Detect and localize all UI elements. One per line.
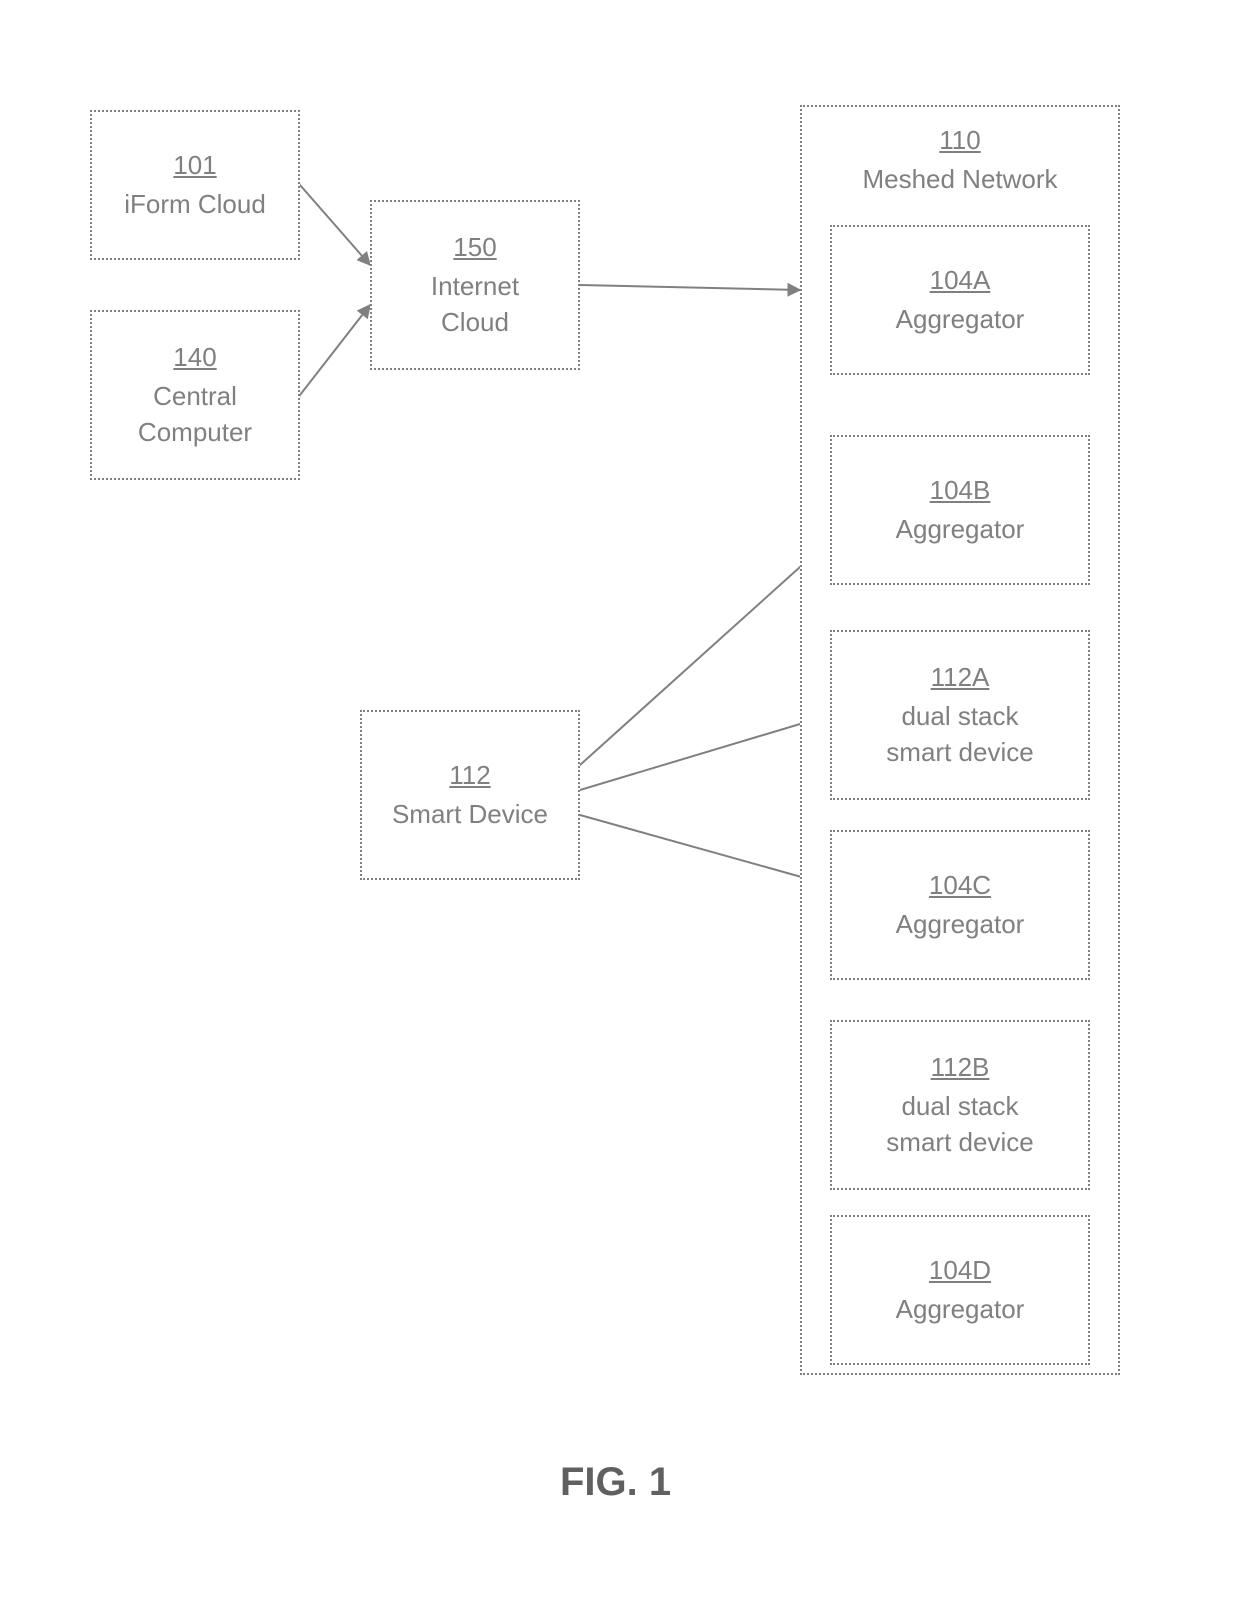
meshed-network-title: 110 Meshed Network bbox=[802, 123, 1118, 197]
figure-label: FIG. 1 bbox=[560, 1460, 671, 1505]
node-ref: 112 bbox=[449, 758, 490, 793]
node-label: dual stacksmart device bbox=[886, 699, 1033, 769]
node-label: dual stacksmart device bbox=[886, 1089, 1033, 1159]
node-label: Aggregator bbox=[896, 907, 1025, 942]
node-ref: 112A bbox=[931, 660, 990, 695]
node-ref: 140 bbox=[173, 340, 216, 375]
node-central-computer: 140 CentralComputer bbox=[90, 310, 300, 480]
node-aggregator-c: 104C Aggregator bbox=[830, 830, 1090, 980]
node-label: Aggregator bbox=[896, 512, 1025, 547]
edge bbox=[580, 540, 830, 765]
edge bbox=[300, 305, 370, 395]
node-label: InternetCloud bbox=[431, 269, 519, 339]
node-iform-cloud: 101 iForm Cloud bbox=[90, 110, 300, 260]
node-label: Meshed Network bbox=[862, 164, 1057, 194]
node-dual-stack-a: 112A dual stacksmart device bbox=[830, 630, 1090, 800]
edge bbox=[300, 185, 370, 265]
node-ref: 110 bbox=[802, 123, 1118, 158]
edge bbox=[580, 815, 830, 885]
node-aggregator-d: 104D Aggregator bbox=[830, 1215, 1090, 1365]
node-label: CentralComputer bbox=[138, 379, 252, 449]
edge bbox=[580, 715, 830, 790]
node-label: Aggregator bbox=[896, 1292, 1025, 1327]
node-ref: 112B bbox=[931, 1050, 990, 1085]
node-aggregator-b: 104B Aggregator bbox=[830, 435, 1090, 585]
diagram-container: 101 iForm Cloud 140 CentralComputer 150 … bbox=[0, 0, 1240, 1609]
node-label: Smart Device bbox=[392, 797, 548, 832]
node-internet-cloud: 150 InternetCloud bbox=[370, 200, 580, 370]
node-aggregator-a: 104A Aggregator bbox=[830, 225, 1090, 375]
node-dual-stack-b: 112B dual stacksmart device bbox=[830, 1020, 1090, 1190]
edge bbox=[580, 285, 800, 290]
node-ref: 104A bbox=[930, 263, 991, 298]
node-label: Aggregator bbox=[896, 302, 1025, 337]
node-ref: 104B bbox=[930, 473, 991, 508]
node-ref: 104C bbox=[929, 868, 991, 903]
node-smart-device: 112 Smart Device bbox=[360, 710, 580, 880]
node-ref: 104D bbox=[929, 1253, 991, 1288]
node-ref: 101 bbox=[173, 148, 216, 183]
node-ref: 150 bbox=[453, 230, 496, 265]
node-label: iForm Cloud bbox=[124, 187, 266, 222]
